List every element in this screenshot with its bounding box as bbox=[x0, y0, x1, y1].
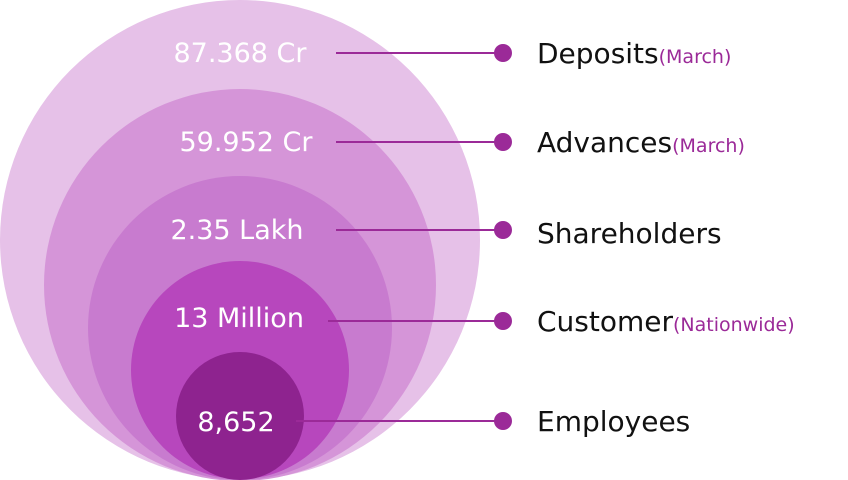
value-employees: 8,652 bbox=[197, 407, 274, 438]
label-advances: Advances(March) bbox=[537, 126, 745, 159]
connector-dot bbox=[494, 312, 512, 330]
row-deposits: 87.368 Cr Deposits(March) bbox=[173, 37, 731, 70]
row-customer: 13 Million Customer(Nationwide) bbox=[174, 303, 795, 338]
row-employees: 8,652 Employees bbox=[197, 405, 690, 438]
label-customer: Customer(Nationwide) bbox=[537, 305, 795, 338]
connector-dot bbox=[494, 412, 512, 430]
label-deposits: Deposits(March) bbox=[537, 37, 731, 70]
value-customer: 13 Million bbox=[174, 303, 304, 334]
label-shareholders: Shareholders bbox=[537, 217, 722, 250]
ring-employees bbox=[176, 352, 304, 480]
label-deposits-main: Deposits bbox=[537, 37, 659, 70]
connector-dot bbox=[494, 133, 512, 151]
value-advances: 59.952 Cr bbox=[179, 127, 313, 158]
connector-dot bbox=[494, 44, 512, 62]
label-advances-main: Advances bbox=[537, 126, 672, 159]
label-advances-qualifier: (March) bbox=[672, 135, 745, 157]
label-customer-qualifier: (Nationwide) bbox=[673, 314, 795, 336]
label-deposits-qualifier: (March) bbox=[659, 46, 732, 68]
label-shareholders-main: Shareholders bbox=[537, 217, 722, 250]
row-shareholders: 2.35 Lakh Shareholders bbox=[170, 215, 721, 250]
row-advances: 59.952 Cr Advances(March) bbox=[179, 126, 744, 159]
value-shareholders: 2.35 Lakh bbox=[170, 215, 303, 246]
value-deposits: 87.368 Cr bbox=[173, 38, 307, 69]
label-customer-main: Customer bbox=[537, 305, 673, 338]
label-employees-main: Employees bbox=[537, 405, 690, 438]
label-employees: Employees bbox=[537, 405, 690, 438]
connector-dot bbox=[494, 221, 512, 239]
